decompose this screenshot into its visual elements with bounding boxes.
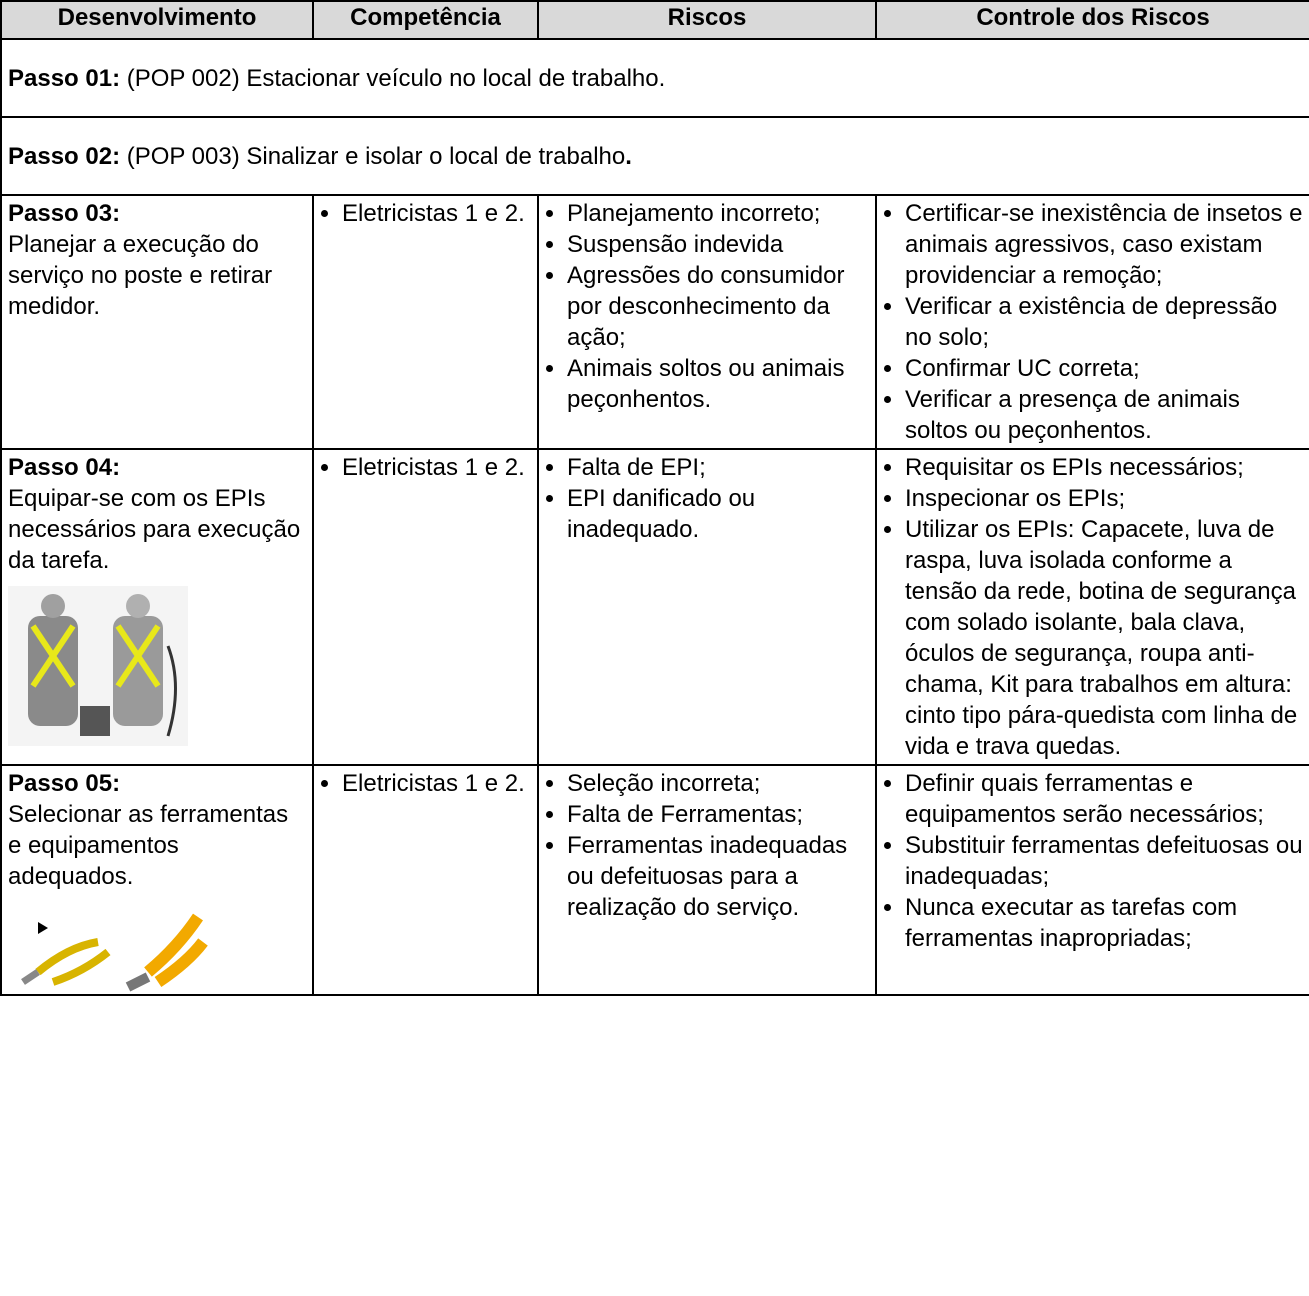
risco-item: EPI danificado ou inadequado. bbox=[567, 483, 869, 545]
step-label: Passo 04: bbox=[8, 454, 121, 481]
risco-item: Seleção incorreta; bbox=[567, 768, 869, 799]
table-body: Passo 01: (POP 002) Estacionar veículo n… bbox=[0, 38, 1309, 996]
step-label: Passo 03: bbox=[8, 200, 121, 227]
step-label: Passo 02: bbox=[8, 142, 121, 170]
description-cell: Passo 04: Equipar-se com os EPIs necessár… bbox=[0, 448, 314, 766]
step-end: . bbox=[625, 142, 632, 170]
risco-list: Seleção incorreta;Falta de Ferramentas;F… bbox=[545, 768, 869, 923]
competencia-item: Eletricistas 1 e 2. bbox=[342, 198, 531, 229]
controles-cell: Requisitar os EPIs necessários;Inspecion… bbox=[875, 448, 1309, 766]
controle-item: Definir quais ferramentas e equipamentos… bbox=[905, 768, 1303, 830]
step-label: Passo 05: bbox=[8, 770, 121, 797]
riscos-cell: Seleção incorreta;Falta de Ferramentas;F… bbox=[537, 764, 877, 996]
risco-item: Falta de EPI; bbox=[567, 452, 869, 483]
competencia-cell: Eletricistas 1 e 2. bbox=[312, 764, 539, 996]
risco-item: Planejamento incorreto; bbox=[567, 198, 869, 229]
competencia-item: Eletricistas 1 e 2. bbox=[342, 768, 531, 799]
controle-item: Inspecionar os EPIs; bbox=[905, 483, 1303, 514]
controles-cell: Definir quais ferramentas e equipamentos… bbox=[875, 764, 1309, 996]
competencia-item: Eletricistas 1 e 2. bbox=[342, 452, 531, 483]
step-description: Equipar-se com os EPIs necessários para … bbox=[8, 485, 301, 574]
header-row: Desenvolvimento Competência Riscos Controle… bbox=[0, 0, 1309, 40]
column-header: Riscos bbox=[537, 0, 877, 40]
competencia-list: Eletricistas 1 e 2. bbox=[320, 768, 531, 799]
riscos-cell: Planejamento incorreto;Suspensão indevid… bbox=[537, 194, 877, 450]
controle-list: Certificar-se inexistência de insetos e … bbox=[883, 198, 1303, 446]
step-cell: Passo 02: (POP 003) Sinalizar e isolar o… bbox=[0, 116, 1309, 196]
detail-row: Passo 03: Planejar a execução do serviço … bbox=[0, 194, 1309, 450]
step-description: Selecionar as ferramentas e equipamentos… bbox=[8, 801, 289, 890]
risco-item: Agressões do consumidor por desconhecime… bbox=[567, 260, 869, 353]
description-cell: Passo 05: Selecionar as ferramentas e equ… bbox=[0, 764, 314, 996]
risco-item: Falta de Ferramentas; bbox=[567, 799, 869, 830]
controle-item: Requisitar os EPIs necessários; bbox=[905, 452, 1303, 483]
competencia-list: Eletricistas 1 e 2. bbox=[320, 198, 531, 229]
controle-list: Definir quais ferramentas e equipamentos… bbox=[883, 768, 1303, 954]
controles-cell: Certificar-se inexistência de insetos e … bbox=[875, 194, 1309, 450]
step-cell: Passo 01: (POP 002) Estacionar veículo n… bbox=[0, 38, 1309, 118]
detail-row: Passo 04: Equipar-se com os EPIs necessár… bbox=[0, 448, 1309, 766]
risco-list: Falta de EPI;EPI danificado ou inadequad… bbox=[545, 452, 869, 545]
controle-item: Utilizar os EPIs: Capacete, luva de rasp… bbox=[905, 514, 1303, 762]
competencia-list: Eletricistas 1 e 2. bbox=[320, 452, 531, 483]
column-header: Competência bbox=[312, 0, 539, 40]
controle-item: Confirmar UC correta; bbox=[905, 353, 1303, 384]
step-text: (POP 003) Sinalizar e isolar o local de … bbox=[126, 142, 626, 170]
competencia-cell: Eletricistas 1 e 2. bbox=[312, 194, 539, 450]
harness-image bbox=[8, 586, 188, 746]
step-text: (POP 002) Estacionar veículo no local de… bbox=[126, 64, 666, 92]
column-header: Desenvolvimento bbox=[0, 0, 314, 40]
risk-table: Desenvolvimento Competência Riscos Controle… bbox=[0, 0, 1309, 996]
controle-list: Requisitar os EPIs necessários;Inspecion… bbox=[883, 452, 1303, 762]
risco-item: Ferramentas inadequadas ou defeituosas p… bbox=[567, 830, 869, 923]
step-row: Passo 02: (POP 003) Sinalizar e isolar o… bbox=[0, 116, 1309, 196]
riscos-cell: Falta de EPI;EPI danificado ou inadequad… bbox=[537, 448, 877, 766]
description-cell: Passo 03: Planejar a execução do serviço … bbox=[0, 194, 314, 450]
controle-item: Nunca executar as tarefas com ferramenta… bbox=[905, 892, 1303, 954]
step-label: Passo 01: bbox=[8, 64, 121, 92]
competencia-cell: Eletricistas 1 e 2. bbox=[312, 448, 539, 766]
risco-list: Planejamento incorreto;Suspensão indevid… bbox=[545, 198, 869, 415]
detail-row: Passo 05: Selecionar as ferramentas e equ… bbox=[0, 764, 1309, 996]
tools-image bbox=[21, 913, 208, 992]
controle-item: Verificar a existência de depressão no s… bbox=[905, 291, 1303, 353]
controle-item: Verificar a presença de animais soltos o… bbox=[905, 384, 1303, 446]
risco-item: Animais soltos ou animais peçonhentos. bbox=[567, 353, 869, 415]
step-description: Planejar a execução do serviço no poste … bbox=[8, 231, 273, 320]
risco-item: Suspensão indevida bbox=[567, 229, 869, 260]
step-row: Passo 01: (POP 002) Estacionar veículo n… bbox=[0, 38, 1309, 118]
column-header: Controle dos Riscos bbox=[875, 0, 1309, 40]
controle-item: Substituir ferramentas defeituosas ou in… bbox=[905, 830, 1303, 892]
controle-item: Certificar-se inexistência de insetos e … bbox=[905, 198, 1303, 291]
